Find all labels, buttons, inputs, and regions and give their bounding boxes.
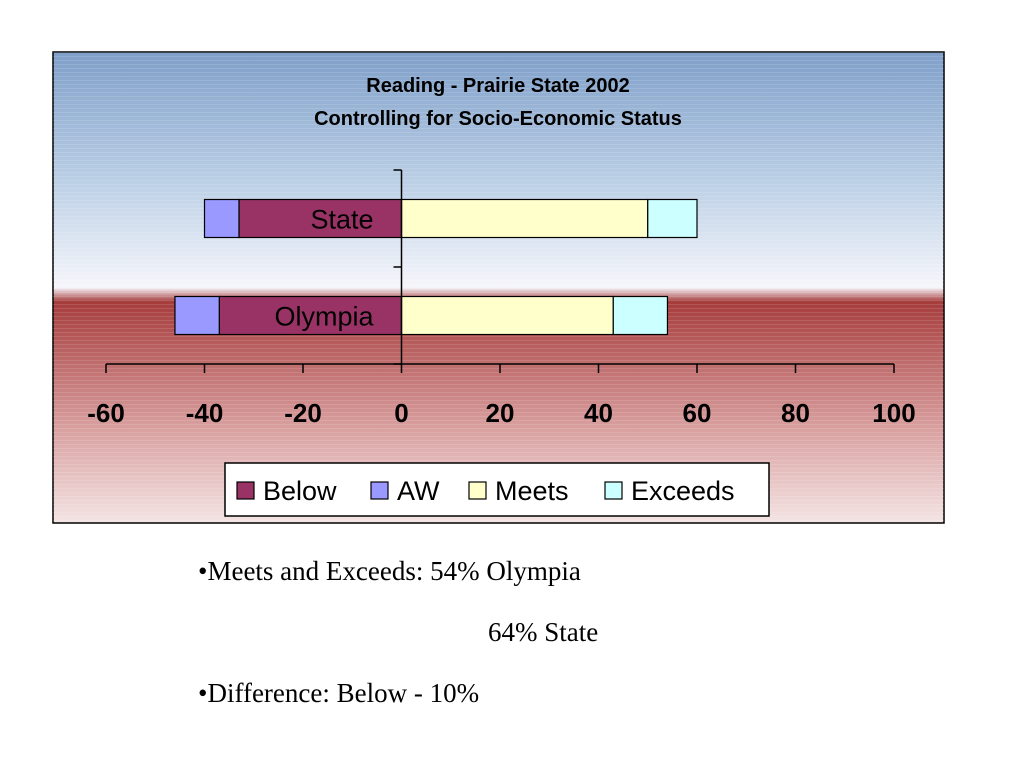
legend-label-meets: Meets — [495, 476, 569, 506]
legend-swatch-aw — [370, 481, 389, 500]
plot-background-texture — [53, 52, 944, 523]
x-tick-label: 0 — [394, 398, 408, 428]
category-labels: State Olympia — [274, 205, 374, 332]
legend-swatch-exceeds — [604, 481, 623, 500]
bar-below-state — [238, 198, 403, 239]
legend-box — [224, 462, 770, 517]
x-tick-label: 80 — [781, 398, 810, 428]
chart-title: Reading - Prairie State 2002 — [366, 75, 629, 97]
axes: -60 -40 -20 0 20 40 60 80 100 — [87, 169, 916, 428]
bar-aw-olympia — [174, 295, 220, 336]
stacked-bar-chart: Reading - Prairie State 2002 Controlling… — [52, 51, 945, 524]
legend-label-below: Below — [263, 476, 337, 506]
note-state: 64% State — [488, 617, 599, 647]
bar-aw-state — [203, 198, 240, 239]
x-tick-label: -40 — [186, 398, 224, 428]
legend-label-exceeds: Exceeds — [631, 476, 735, 506]
x-tick-label: 60 — [683, 398, 712, 428]
x-tick-label: -20 — [284, 398, 322, 428]
legend: Below AW Meets Exceeds — [224, 462, 770, 517]
category-label-state: State — [310, 205, 373, 235]
x-tick-label: 40 — [584, 398, 613, 428]
x-tick-label: 20 — [486, 398, 515, 428]
bar-group — [174, 198, 698, 336]
chart-subtitle: Controlling for Socio-Economic Status — [314, 108, 682, 130]
bar-exceeds-state — [647, 198, 698, 239]
x-tick-label: -60 — [87, 398, 125, 428]
legend-swatch-below — [236, 481, 255, 500]
bar-meets-state — [400, 198, 649, 239]
legend-swatch-meets — [468, 481, 487, 500]
bar-below-olympia — [218, 295, 403, 336]
category-label-olympia: Olympia — [274, 302, 374, 332]
chart-area: Reading - Prairie State 2002 Controlling… — [52, 51, 945, 524]
note-difference: •Difference: Below - 10% — [198, 678, 480, 708]
note-meets-exceeds: •Meets and Exceeds: 54% Olympia — [198, 556, 581, 586]
legend-label-aw: AW — [397, 476, 440, 506]
bar-exceeds-olympia — [612, 295, 669, 336]
bar-meets-olympia — [400, 295, 614, 336]
x-tick-label: 100 — [872, 398, 915, 428]
